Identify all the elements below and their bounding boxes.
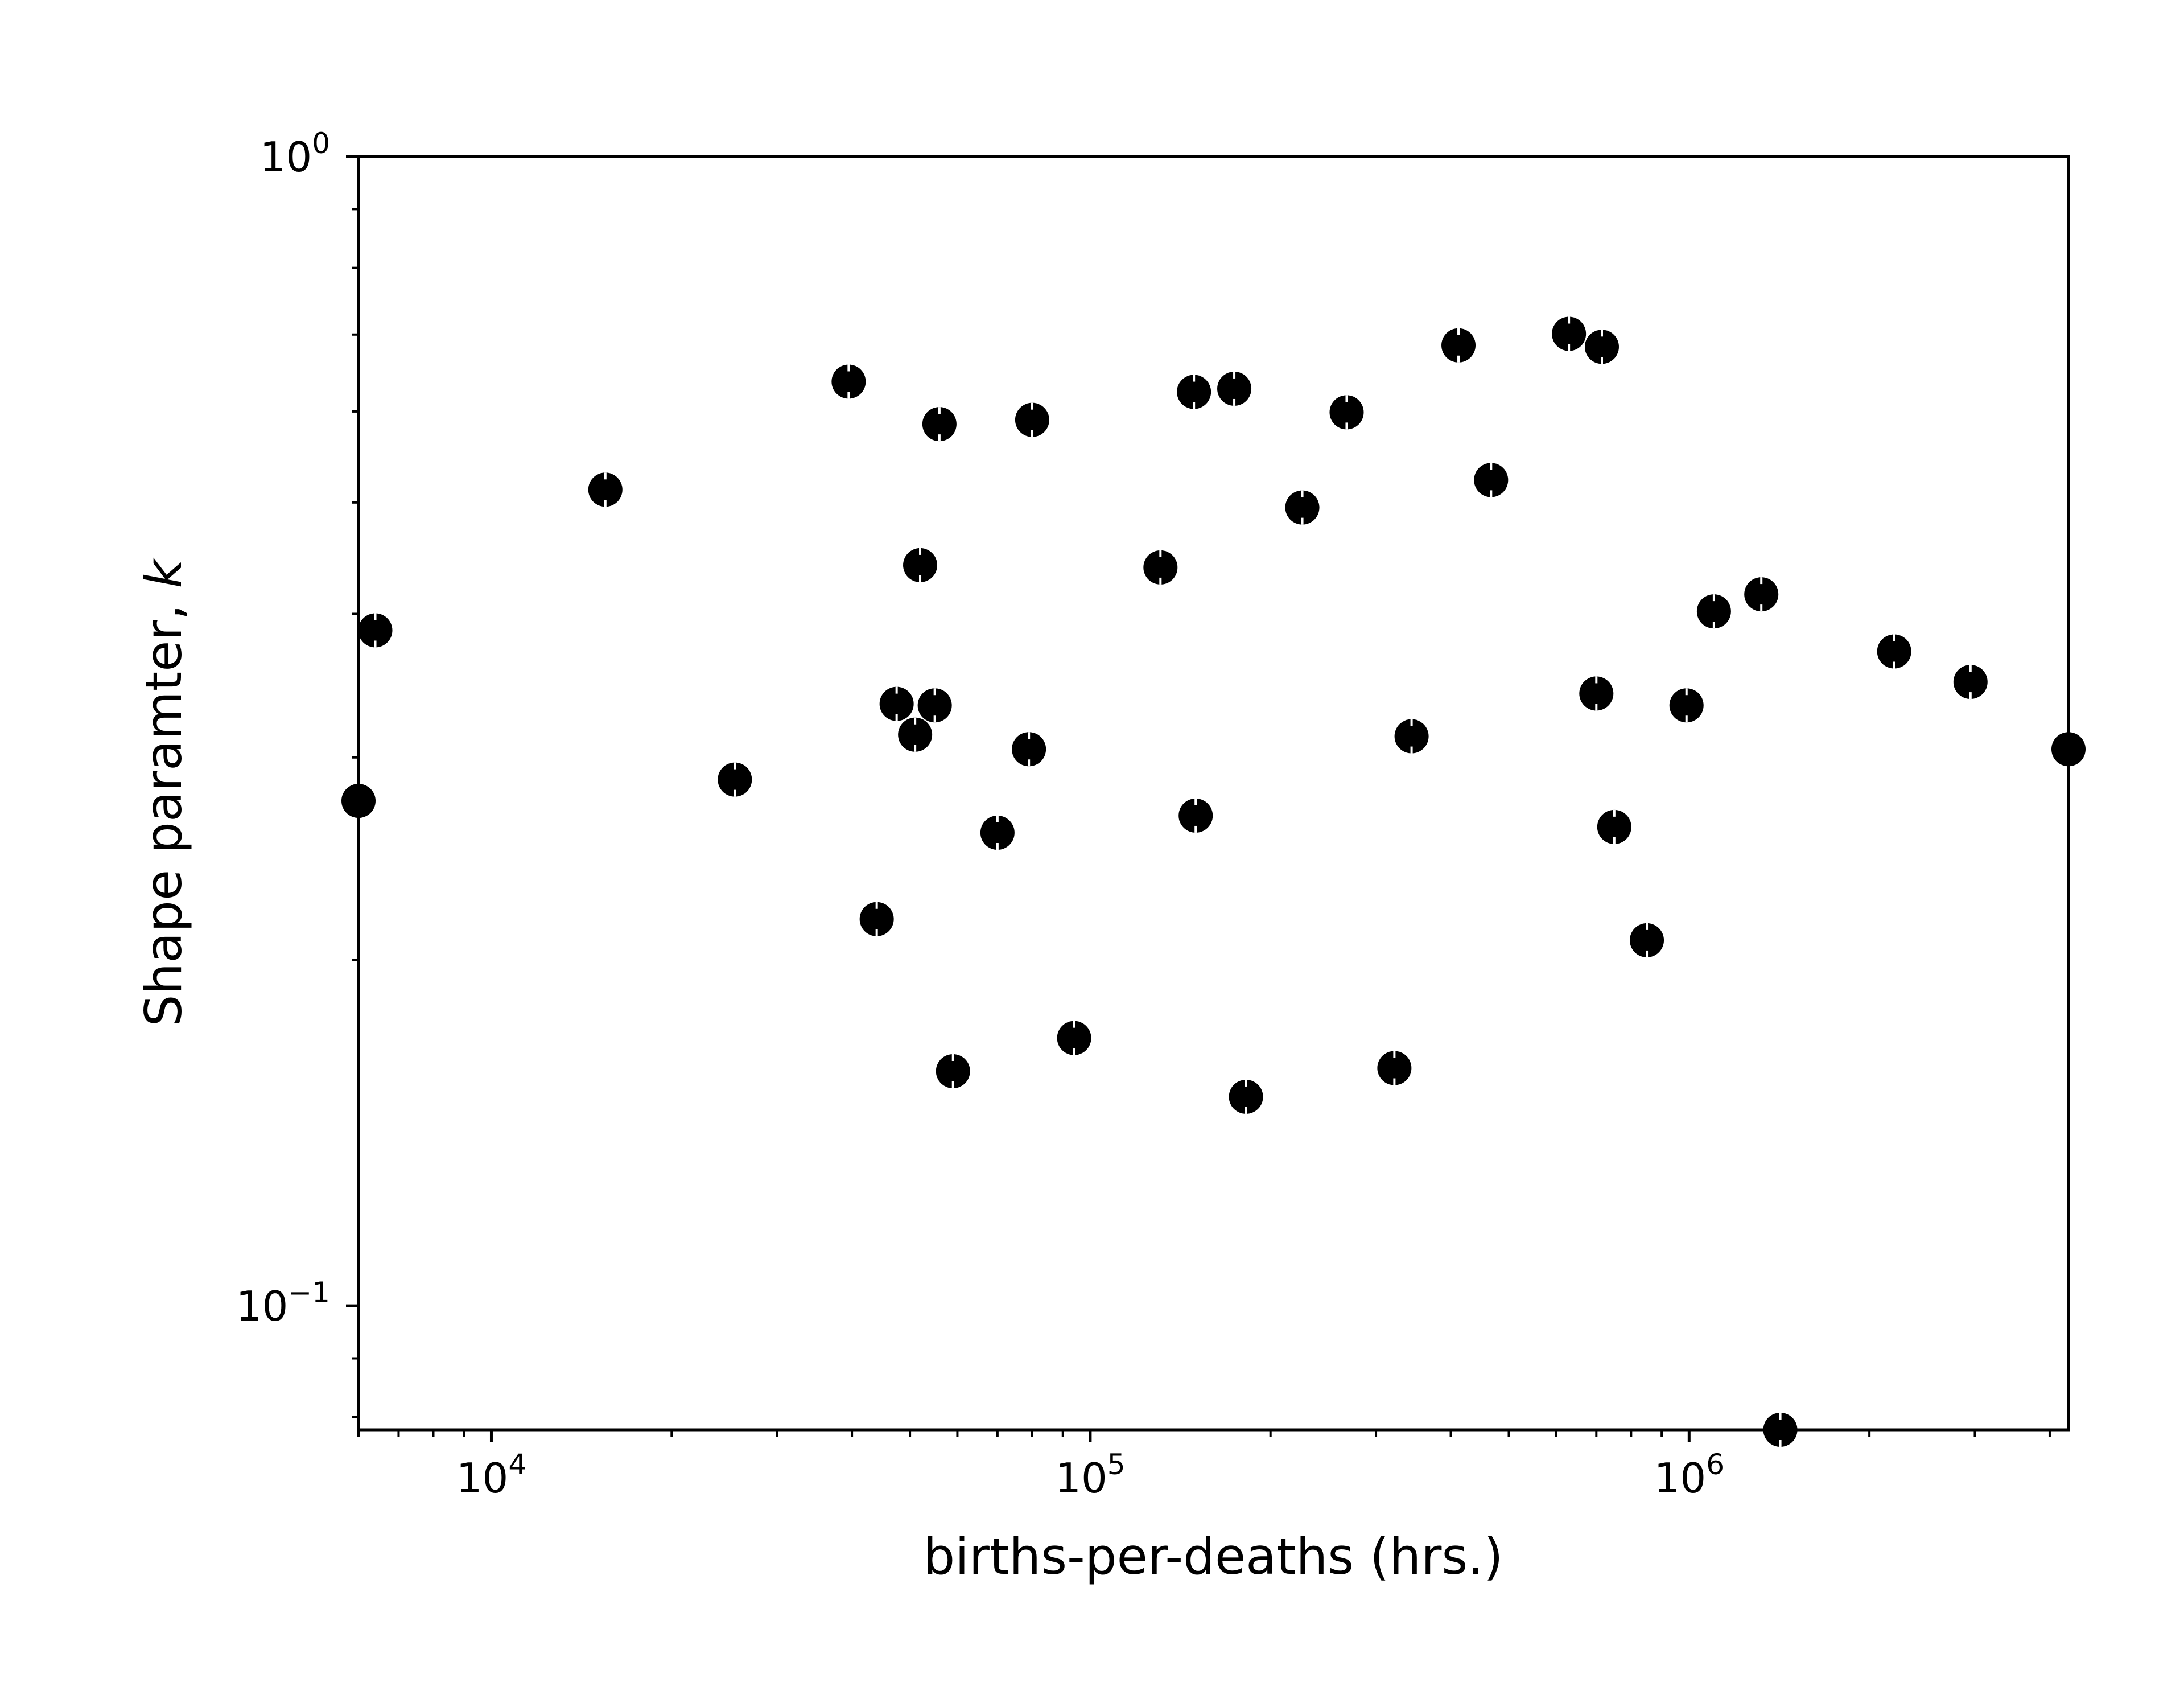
data-point [1012,732,1046,767]
data-point [1474,463,1509,497]
data-point [1744,577,1779,612]
data-point [1877,634,1911,669]
plot-area-frame [357,155,2070,1432]
data-point [1584,330,1619,364]
data-point [898,717,933,752]
y-axis-title-symbol: k [134,558,193,589]
data-point [1057,1021,1091,1055]
data-point [1285,490,1320,525]
data-point [922,407,957,442]
x-axis-title: births-per-deaths (hrs.) [923,1527,1503,1586]
data-point [1015,402,1049,437]
data-point [1377,1051,1412,1085]
data-point [1329,395,1364,430]
data-point [1597,809,1631,844]
data-point [588,472,623,507]
data-point [1394,719,1429,754]
data-point [1229,1079,1263,1114]
y-tick-label: 10−1 [236,1276,330,1330]
data-point [879,686,914,721]
data-point [917,688,952,723]
data-point [859,902,894,936]
data-point [1143,550,1178,585]
data-point [936,1054,970,1088]
tick-layer: 104 105 106 100 10−1 [236,127,2051,1502]
data-point [903,548,938,582]
data-point [1441,328,1476,363]
data-point [1696,594,1731,629]
data-point [1953,665,1988,700]
x-tick-label: 105 [1055,1448,1125,1502]
data-point [1217,371,1252,406]
data-point [718,762,752,797]
points-layer [341,316,2086,1447]
y-tick-label: 100 [260,127,330,181]
data-point [1552,316,1587,351]
data-point [980,816,1015,850]
data-point [1669,688,1704,723]
y-axis-title-text: Shape paramter, [134,589,193,1027]
x-tick-label: 106 [1654,1448,1724,1502]
data-point [831,364,866,399]
y-axis-title: Shape paramter, k [134,558,193,1027]
data-point [1630,923,1664,957]
x-tick-label: 104 [456,1448,526,1502]
data-point [358,613,393,648]
data-point [1579,676,1614,711]
data-point [1177,375,1211,409]
data-point [1178,798,1213,833]
